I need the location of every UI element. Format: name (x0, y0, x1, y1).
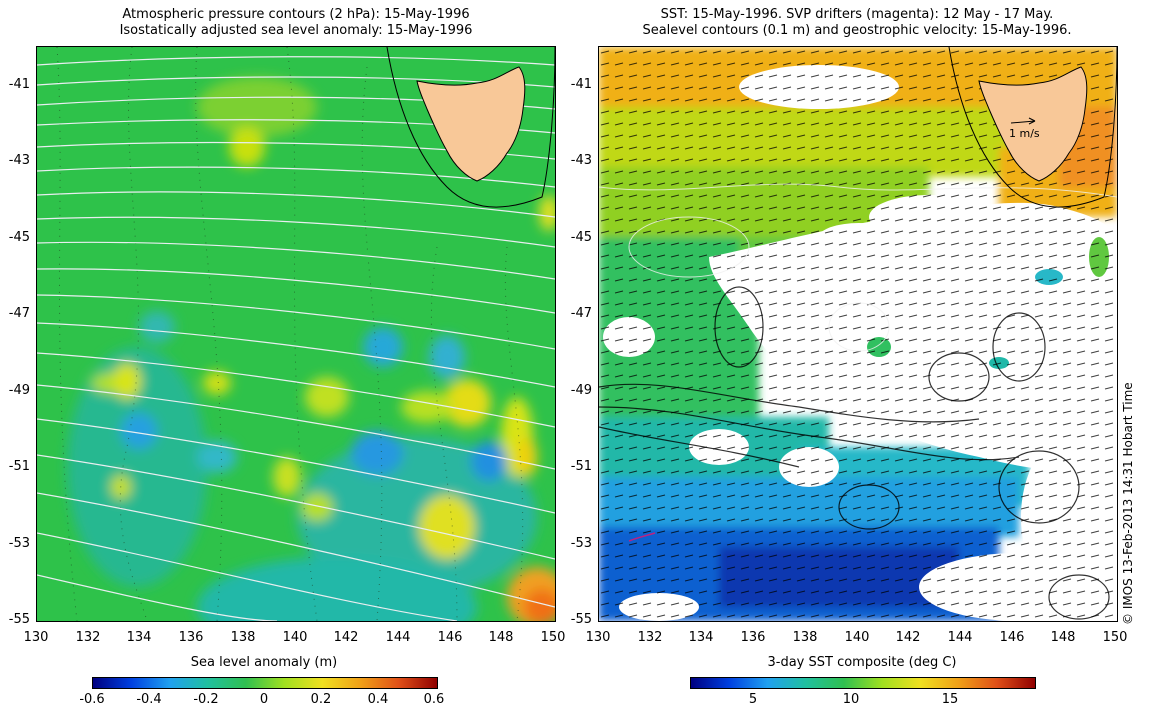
sealevel-contours (599, 286, 1110, 620)
sla-contours (56, 47, 524, 621)
left-y-tick: -41 (8, 77, 30, 92)
right-colorbar-title: 3-day SST composite (deg C) (767, 655, 957, 670)
left-colorbar-title: Sea level anomaly (m) (190, 655, 338, 670)
left-y-tick: -49 (8, 383, 30, 398)
drifter-track (628, 532, 656, 542)
left-colorbar-label: 0.2 (310, 692, 332, 707)
right-title-line2: Sealevel contours (0.1 m) and geostrophi… (642, 23, 1072, 38)
right-x-tick: 148 (1050, 630, 1076, 645)
right-y-tick: -51 (570, 459, 592, 474)
left-x-tick: 148 (488, 630, 514, 645)
right-x-tick: 146 (999, 630, 1025, 645)
left-y-tick: -53 (8, 536, 30, 551)
left-x-tick: 140 (282, 630, 308, 645)
left-colorbar-label: 0 (259, 692, 269, 707)
left-colorbar-label: 0.6 (423, 692, 445, 707)
right-y-tick: -45 (570, 230, 592, 245)
sst-colorbar (690, 677, 1036, 689)
right-x-tick: 136 (740, 630, 766, 645)
sst-map: 1 m/s (598, 46, 1118, 622)
right-x-tick: 134 (688, 630, 714, 645)
velocity-scale-label: 1 m/s (1009, 127, 1040, 140)
left-y-tick: -43 (8, 153, 30, 168)
left-x-tick: 136 (178, 630, 204, 645)
left-x-tick: 132 (75, 630, 101, 645)
left-colorbar-label: 0.4 (367, 692, 389, 707)
left-x-tick: 138 (230, 630, 256, 645)
left-colorbar-label: -0.4 (136, 692, 162, 707)
right-y-tick: -55 (570, 612, 592, 627)
right-y-tick: -47 (570, 306, 592, 321)
right-x-tick: 130 (585, 630, 611, 645)
right-colorbar-label: 15 (941, 692, 959, 707)
right-x-tick: 144 (947, 630, 973, 645)
velocity-scale-arrow (1010, 117, 1036, 125)
right-x-tick: 150 (1102, 630, 1128, 645)
left-title-line1: Atmospheric pressure contours (2 hPa): 1… (122, 7, 470, 22)
sea-level-colorbar (92, 677, 438, 689)
right-title-line1: SST: 15-May-1996. SVP drifters (magenta)… (660, 7, 1054, 22)
right-colorbar-label: 5 (748, 692, 758, 707)
right-x-tick: 132 (637, 630, 663, 645)
sea-level-anomaly-map (36, 46, 556, 622)
left-x-tick: 144 (385, 630, 411, 645)
left-x-tick: 134 (126, 630, 152, 645)
anomaly-field (67, 77, 555, 621)
right-y-tick: -53 (570, 536, 592, 551)
left-colorbar-label: -0.2 (193, 692, 219, 707)
left-x-tick: 150 (540, 630, 566, 645)
left-colorbar-label: -0.6 (79, 692, 105, 707)
left-x-tick: 146 (437, 630, 463, 645)
right-x-tick: 142 (895, 630, 921, 645)
left-x-tick: 130 (23, 630, 49, 645)
left-title-line2: Isostatically adjusted sea level anomaly… (119, 23, 473, 38)
credit-text: © IMOS 13-Feb-2013 14:31 Hobart Time (1121, 382, 1135, 625)
pressure-contours (37, 56, 555, 621)
right-y-tick: -41 (570, 77, 592, 92)
right-x-tick: 138 (792, 630, 818, 645)
left-y-tick: -45 (8, 230, 30, 245)
right-x-tick: 140 (844, 630, 870, 645)
tasmania-landmass (978, 66, 1088, 182)
left-y-tick: -55 (8, 612, 30, 627)
right-y-tick: -49 (570, 383, 592, 398)
tasmania-landmass (416, 66, 526, 182)
right-colorbar-label: 10 (842, 692, 860, 707)
left-y-tick: -47 (8, 306, 30, 321)
sealevel-contours-light (599, 183, 1117, 352)
left-y-tick: -51 (8, 459, 30, 474)
right-y-tick: -43 (570, 153, 592, 168)
left-x-tick: 142 (333, 630, 359, 645)
